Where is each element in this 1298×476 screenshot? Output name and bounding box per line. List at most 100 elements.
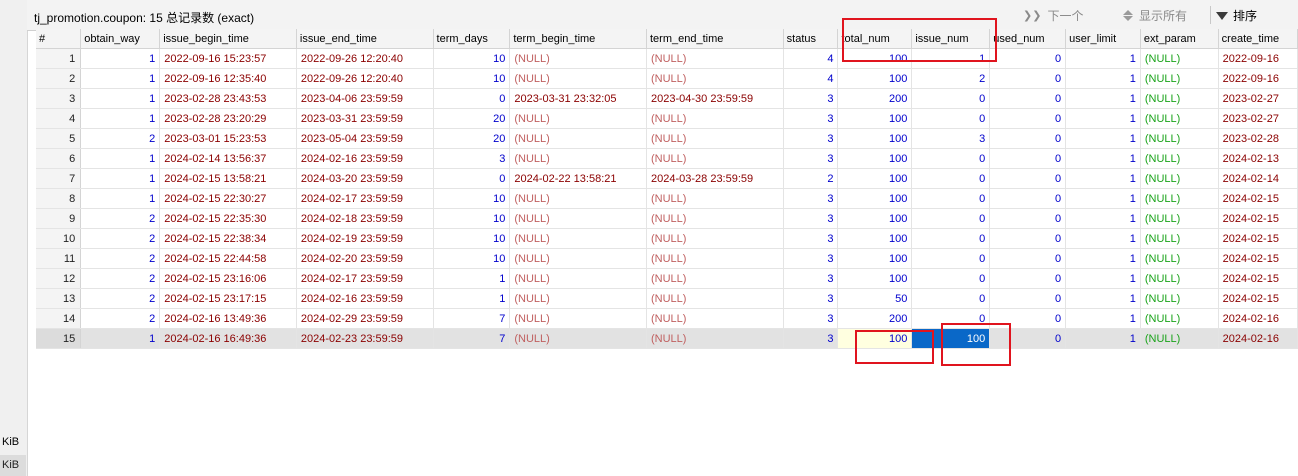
cell-user-limit[interactable]: 1	[1065, 248, 1141, 269]
cell-term-begin-time[interactable]: (NULL)	[509, 248, 647, 269]
cell-issue-num[interactable]: 0	[911, 268, 991, 289]
cell-create-time[interactable]: 2024-02-16	[1218, 328, 1298, 349]
cell-used-num[interactable]: 0	[989, 88, 1067, 109]
cell-used-num[interactable]: 0	[989, 188, 1067, 209]
cell-used-num[interactable]: 0	[989, 48, 1067, 69]
cell-status[interactable]: 3	[783, 208, 839, 229]
cell-term-begin-time[interactable]: 2024-02-22 13:58:21	[509, 168, 647, 189]
cell-obtain-way[interactable]: 1	[80, 328, 161, 349]
cell-term-end-time[interactable]: (NULL)	[646, 108, 784, 129]
cell-create-time[interactable]: 2023-02-28	[1218, 128, 1298, 149]
cell-user-limit[interactable]: 1	[1065, 128, 1141, 149]
cell-term-end-time[interactable]: (NULL)	[646, 128, 784, 149]
cell-term-end-time[interactable]: (NULL)	[646, 248, 784, 269]
cell-ext-param[interactable]: (NULL)	[1140, 288, 1219, 309]
cell-issue-begin-time[interactable]: 2022-09-16 15:23:57	[159, 48, 297, 69]
cell-term-end-time[interactable]: (NULL)	[646, 188, 784, 209]
row-number[interactable]: 10	[36, 228, 82, 249]
cell-term-days[interactable]: 10	[433, 188, 511, 209]
cell-user-limit[interactable]: 1	[1065, 148, 1141, 169]
cell-issue-end-time[interactable]: 2024-02-16 23:59:59	[296, 288, 434, 309]
cell-issue-num[interactable]: 0	[911, 108, 991, 129]
cell-ext-param[interactable]: (NULL)	[1140, 268, 1219, 289]
cell-issue-end-time[interactable]: 2024-02-29 23:59:59	[296, 308, 434, 329]
cell-status[interactable]: 4	[783, 48, 839, 69]
table-row[interactable]: 11 2 2024-02-15 22:44:58 2024-02-20 23:59:5…	[36, 248, 1298, 269]
cell-issue-begin-time[interactable]: 2024-02-16 13:49:36	[159, 308, 297, 329]
cell-issue-begin-time[interactable]: 2023-02-28 23:43:53	[159, 88, 297, 109]
row-number[interactable]: 4	[36, 108, 82, 129]
cell-term-end-time[interactable]: (NULL)	[646, 148, 784, 169]
table-row[interactable]: 2 1 2022-09-16 12:35:40 2022-09-26 12:20:40…	[36, 68, 1298, 89]
column-header-ext-param[interactable]: ext_param	[1140, 29, 1219, 49]
row-number[interactable]: 14	[36, 308, 82, 329]
cell-obtain-way[interactable]: 2	[80, 308, 161, 329]
cell-issue-num[interactable]: 0	[911, 168, 991, 189]
cell-used-num[interactable]: 0	[989, 228, 1067, 249]
cell-issue-num[interactable]: 2	[911, 68, 991, 89]
cell-used-num[interactable]: 0	[989, 108, 1067, 129]
row-number[interactable]: 5	[36, 128, 82, 149]
cell-term-days[interactable]: 1	[433, 288, 511, 309]
cell-issue-end-time[interactable]: 2024-02-17 23:59:59	[296, 188, 434, 209]
cell-issue-num[interactable]: 0	[911, 188, 991, 209]
cell-user-limit[interactable]: 1	[1065, 268, 1141, 289]
cell-issue-num[interactable]: 0	[911, 308, 991, 329]
cell-term-days[interactable]: 1	[433, 268, 511, 289]
cell-obtain-way[interactable]: 1	[80, 68, 161, 89]
cell-term-begin-time[interactable]: (NULL)	[509, 108, 647, 129]
cell-create-time[interactable]: 2024-02-15	[1218, 208, 1298, 229]
cell-issue-end-time[interactable]: 2024-02-17 23:59:59	[296, 268, 434, 289]
cell-issue-num[interactable]: 0	[911, 228, 991, 249]
cell-term-days[interactable]: 10	[433, 68, 511, 89]
cell-obtain-way[interactable]: 1	[80, 148, 161, 169]
cell-total-num[interactable]: 200	[837, 88, 913, 109]
cell-term-begin-time[interactable]: (NULL)	[509, 308, 647, 329]
cell-total-num[interactable]: 100	[837, 228, 913, 249]
row-number[interactable]: 13	[36, 288, 82, 309]
cell-user-limit[interactable]: 1	[1065, 208, 1141, 229]
column-header-term-begin-time[interactable]: term_begin_time	[509, 29, 647, 49]
cell-user-limit[interactable]: 1	[1065, 48, 1141, 69]
cell-term-begin-time[interactable]: 2023-03-31 23:32:05	[509, 88, 647, 109]
cell-create-time[interactable]: 2024-02-15	[1218, 228, 1298, 249]
cell-term-days[interactable]: 10	[433, 228, 511, 249]
cell-term-end-time[interactable]: (NULL)	[646, 308, 784, 329]
cell-issue-end-time[interactable]: 2024-02-19 23:59:59	[296, 228, 434, 249]
cell-issue-end-time[interactable]: 2023-03-31 23:59:59	[296, 108, 434, 129]
cell-term-days[interactable]: 0	[433, 88, 511, 109]
table-row[interactable]: 15 1 2024-02-16 16:49:36 2024-02-23 23:59:5…	[36, 328, 1298, 349]
cell-status[interactable]: 3	[783, 128, 839, 149]
cell-used-num[interactable]: 0	[989, 68, 1067, 89]
cell-obtain-way[interactable]: 2	[80, 288, 161, 309]
cell-issue-num[interactable]: 0	[911, 248, 991, 269]
cell-ext-param[interactable]: (NULL)	[1140, 48, 1219, 69]
cell-total-num[interactable]: 100	[837, 48, 913, 69]
cell-user-limit[interactable]: 1	[1065, 88, 1141, 109]
cell-create-time[interactable]: 2024-02-13	[1218, 148, 1298, 169]
cell-status[interactable]: 3	[783, 88, 839, 109]
cell-status[interactable]: 3	[783, 248, 839, 269]
cell-ext-param[interactable]: (NULL)	[1140, 108, 1219, 129]
column-header-issue-end-time[interactable]: issue_end_time	[296, 29, 434, 49]
row-number[interactable]: 15	[36, 328, 82, 349]
cell-used-num[interactable]: 0	[989, 208, 1067, 229]
column-header-term-end-time[interactable]: term_end_time	[646, 29, 784, 49]
cell-issue-begin-time[interactable]: 2023-02-28 23:20:29	[159, 108, 297, 129]
cell-term-end-time[interactable]: (NULL)	[646, 328, 784, 349]
cell-create-time[interactable]: 2024-02-14	[1218, 168, 1298, 189]
cell-ext-param[interactable]: (NULL)	[1140, 188, 1219, 209]
cell-total-num[interactable]: 100	[837, 188, 913, 209]
cell-term-end-time[interactable]: 2023-04-30 23:59:59	[646, 88, 784, 109]
cell-create-time[interactable]: 2024-02-15	[1218, 188, 1298, 209]
cell-status[interactable]: 4	[783, 68, 839, 89]
cell-term-begin-time[interactable]: (NULL)	[509, 288, 647, 309]
cell-create-time[interactable]: 2023-02-27	[1218, 108, 1298, 129]
cell-term-begin-time[interactable]: (NULL)	[509, 148, 647, 169]
cell-obtain-way[interactable]: 1	[80, 108, 161, 129]
column-header-term-days[interactable]: term_days	[433, 29, 511, 49]
cell-obtain-way[interactable]: 1	[80, 48, 161, 69]
cell-issue-end-time[interactable]: 2023-04-06 23:59:59	[296, 88, 434, 109]
row-number[interactable]: 6	[36, 148, 82, 169]
table-row[interactable]: 14 2 2024-02-16 13:49:36 2024-02-29 23:59:5…	[36, 308, 1298, 329]
